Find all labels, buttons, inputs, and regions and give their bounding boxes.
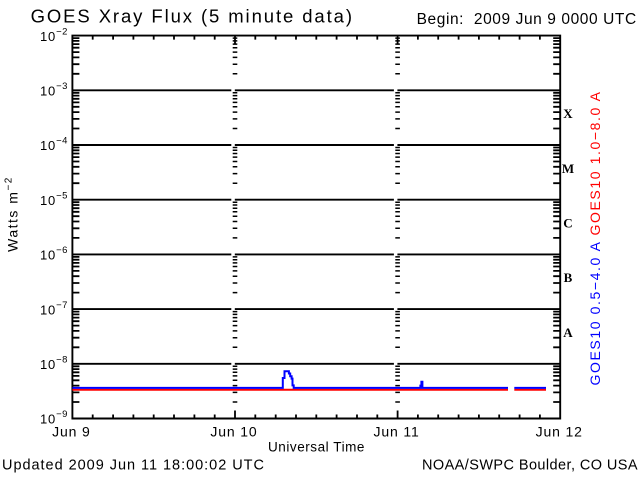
svg-text:10−4: 10−4 <box>40 136 68 154</box>
svg-text:10−7: 10−7 <box>40 300 68 318</box>
svg-text:Jun 12: Jun 12 <box>536 424 583 440</box>
svg-text:10−5: 10−5 <box>40 190 68 208</box>
svg-text:10−6: 10−6 <box>40 245 68 263</box>
svg-text:X: X <box>563 106 573 121</box>
svg-text:Watts m−2: Watts m−2 <box>4 176 21 252</box>
svg-text:B: B <box>564 270 573 285</box>
svg-text:M: M <box>562 161 574 176</box>
svg-text:A: A <box>563 325 573 340</box>
svg-text:Jun 11: Jun 11 <box>374 424 420 440</box>
svg-text:10−2: 10−2 <box>40 26 68 44</box>
svg-text:GOES Xray Flux (5 minute data): GOES Xray Flux (5 minute data) <box>31 6 354 27</box>
svg-text:10−3: 10−3 <box>40 81 68 99</box>
svg-text:Jun 10: Jun 10 <box>210 424 257 440</box>
svg-text:NOAA/SWPC Boulder, CO USA: NOAA/SWPC Boulder, CO USA <box>422 458 638 474</box>
svg-text:10−8: 10−8 <box>40 355 68 373</box>
svg-text:Begin: 2009 Jun 9 0000 UTC: Begin: 2009 Jun 9 0000 UTC <box>417 11 637 28</box>
svg-text:Universal Time: Universal Time <box>268 440 365 455</box>
svg-text:GOES10 1.0−8.0 A: GOES10 1.0−8.0 A <box>587 90 603 235</box>
svg-text:C: C <box>563 216 572 231</box>
svg-text:GOES10 0.5−4.0 A: GOES10 0.5−4.0 A <box>587 240 603 385</box>
svg-text:Updated 2009 Jun 11 18:00:02 U: Updated 2009 Jun 11 18:00:02 UTC <box>2 458 265 474</box>
svg-text:Jun 9: Jun 9 <box>52 424 91 440</box>
